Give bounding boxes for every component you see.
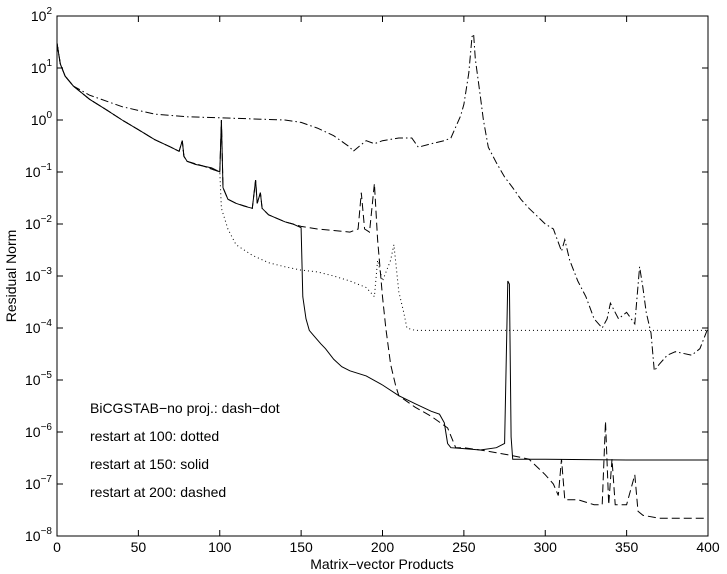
x-tick-label: 350 (615, 539, 639, 555)
series-line-dotted (56, 43, 708, 331)
series-group (56, 32, 709, 519)
y-tick-label: 10−1 (25, 162, 52, 180)
y-tick-label: 10−2 (25, 214, 52, 232)
y-axis-label: Residual Norm (3, 230, 19, 323)
y-tick-label: 10−3 (25, 266, 52, 284)
annotation-restart-100: restart at 100: dotted (90, 428, 219, 444)
x-tick-label: 300 (534, 539, 558, 555)
axis-ticks (56, 15, 709, 537)
x-tick-label: 0 (53, 539, 61, 555)
series-line-dash-dot (56, 32, 709, 373)
annotation-bicgstab: BiCGSTAB−no proj.: dash−dot (90, 400, 280, 416)
y-tick-label: 102 (31, 6, 53, 24)
y-tick-label: 10−6 (25, 422, 52, 440)
x-tick-label: 150 (289, 539, 313, 555)
y-tick-label: 10−8 (25, 526, 52, 544)
x-tick-label: 250 (452, 539, 476, 555)
x-tick-label: 50 (131, 539, 147, 555)
annotation-restart-150: restart at 150: solid (90, 456, 209, 472)
x-tick-labels: 0 50 100 150 200 250 300 350 400 (53, 539, 720, 555)
annotation-restart-200: restart at 200: dashed (90, 484, 226, 500)
x-axis-label: Matrix−vector Products (310, 556, 454, 572)
x-tick-label: 100 (208, 539, 232, 555)
y-tick-label: 10−7 (25, 474, 52, 492)
y-tick-labels: 102 101 100 10−1 10−2 10−3 10−4 10−5 10−6 10−7 10−… (25, 6, 52, 544)
x-tick-label: 200 (371, 539, 395, 555)
y-tick-label: 100 (31, 110, 53, 128)
x-tick-label: 400 (696, 539, 720, 555)
y-tick-label: 10−5 (25, 370, 52, 388)
y-tick-label: 101 (31, 58, 53, 76)
series-line-dashed (56, 43, 708, 519)
y-tick-label: 10−4 (25, 318, 52, 336)
series-line-solid (56, 43, 708, 461)
